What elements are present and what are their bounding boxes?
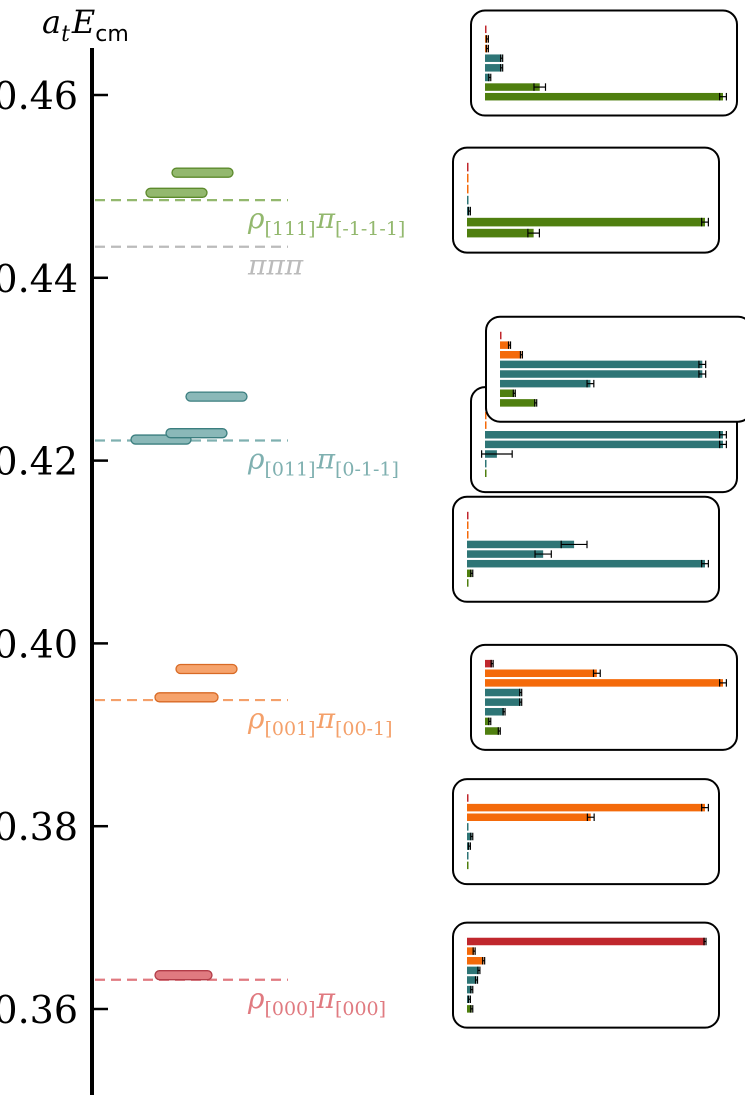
histogram-bar xyxy=(467,861,469,870)
histogram-bar xyxy=(500,331,502,340)
histogram-bar xyxy=(467,794,469,802)
histogram-bar xyxy=(500,389,515,398)
histogram-bar xyxy=(467,511,469,520)
histogram-bar xyxy=(485,659,493,668)
histogram-bar xyxy=(467,162,469,172)
histogram-bar xyxy=(485,73,490,82)
histogram-bar xyxy=(485,679,723,687)
histogram-panel xyxy=(452,146,720,254)
histogram-bar xyxy=(500,379,591,388)
histogram-panel xyxy=(452,495,720,603)
histogram-bar xyxy=(500,370,703,378)
histogram-bar xyxy=(467,851,469,860)
histogram-bar xyxy=(485,469,487,478)
histogram-bar xyxy=(467,550,544,558)
y-tick-label: 0.40 xyxy=(0,622,78,666)
overlap-histograms xyxy=(452,9,745,1029)
histogram-bar xyxy=(467,976,477,984)
histogram-panel xyxy=(485,315,745,423)
histogram-bar xyxy=(467,228,534,238)
histogram-bar xyxy=(500,341,510,349)
histogram-bar xyxy=(485,459,487,468)
histogram-bar xyxy=(500,360,703,369)
histogram-bar xyxy=(467,956,484,965)
histogram-panel xyxy=(452,921,720,1029)
energy-level xyxy=(165,428,228,439)
histogram-bar xyxy=(467,937,705,946)
histogram-bar xyxy=(485,440,723,449)
histogram-bar xyxy=(485,688,521,697)
histogram-panel xyxy=(452,778,720,886)
histogram-bar xyxy=(467,559,705,568)
histogram-bar xyxy=(467,813,591,822)
energy-level xyxy=(175,663,238,675)
y-tick-label: 0.42 xyxy=(0,440,78,484)
histogram-bar xyxy=(485,708,505,716)
histogram-bar xyxy=(485,411,487,420)
threshold-label: ρ[011]π[0-1-1] xyxy=(247,442,399,480)
histogram-bar xyxy=(485,421,487,429)
threshold-lines: ρ[000]π[000] ρ[001]π[00-1] ρ[011]π[0-1-1] π… xyxy=(95,199,405,1020)
histogram-bar xyxy=(467,803,705,812)
y-axis-label: atEcm xyxy=(42,3,129,47)
threshold-label: ρ[000]π[000] xyxy=(247,982,386,1020)
histogram-bar xyxy=(485,727,500,735)
threshold-label: ρ[001]π[00-1] xyxy=(247,702,392,740)
histogram-bar xyxy=(467,966,479,975)
histogram-bar xyxy=(467,985,472,994)
energy-level xyxy=(185,391,248,402)
histogram-bar xyxy=(467,195,469,205)
energy-levels xyxy=(130,167,248,981)
histogram-bar xyxy=(467,947,475,955)
energy-level xyxy=(145,187,208,198)
histogram-bar xyxy=(467,579,469,587)
histogram-bar xyxy=(485,698,521,706)
histogram-bar xyxy=(485,64,502,72)
histogram-bar xyxy=(467,184,469,194)
histogram-bar xyxy=(485,717,490,726)
histogram-bar xyxy=(485,431,723,439)
histogram-bar xyxy=(500,351,522,359)
histogram-bar xyxy=(485,669,597,678)
y-tick-label: 0.44 xyxy=(0,257,78,301)
histogram-panel xyxy=(470,9,738,117)
energy-axis: 0.36 0.38 0.40 0.42 0.44 0.46 atEcm xyxy=(0,3,129,1095)
histogram-bar xyxy=(467,1005,472,1013)
histogram-bar xyxy=(467,540,575,549)
histogram-frame xyxy=(452,778,720,886)
histogram-bar xyxy=(467,569,472,578)
histogram-frame xyxy=(485,315,745,423)
histogram-bar xyxy=(467,521,469,529)
histogram-bar xyxy=(485,83,540,91)
histogram-bar xyxy=(485,92,723,101)
histogram-bar xyxy=(467,832,472,841)
histogram-frame xyxy=(470,643,738,751)
threshold-label: πππ xyxy=(247,249,304,282)
histogram-bar xyxy=(467,823,469,831)
histogram-bar xyxy=(467,531,469,539)
energy-level xyxy=(171,167,234,178)
y-tick-label: 0.36 xyxy=(0,988,78,1032)
threshold-label: ρ[111]π[-1-1-1] xyxy=(247,202,405,240)
histogram-panel xyxy=(470,643,738,751)
histogram-bar xyxy=(467,173,469,183)
histogram-bar xyxy=(467,217,705,227)
histogram-frame xyxy=(452,495,720,603)
energy-level xyxy=(154,692,219,703)
histogram-frame xyxy=(452,921,720,1029)
histogram-bar xyxy=(485,54,502,62)
y-tick-label: 0.38 xyxy=(0,805,78,849)
histogram-bar xyxy=(500,399,536,407)
histogram-bar xyxy=(485,25,487,34)
y-tick-label: 0.46 xyxy=(0,74,78,118)
energy-level xyxy=(154,970,213,981)
